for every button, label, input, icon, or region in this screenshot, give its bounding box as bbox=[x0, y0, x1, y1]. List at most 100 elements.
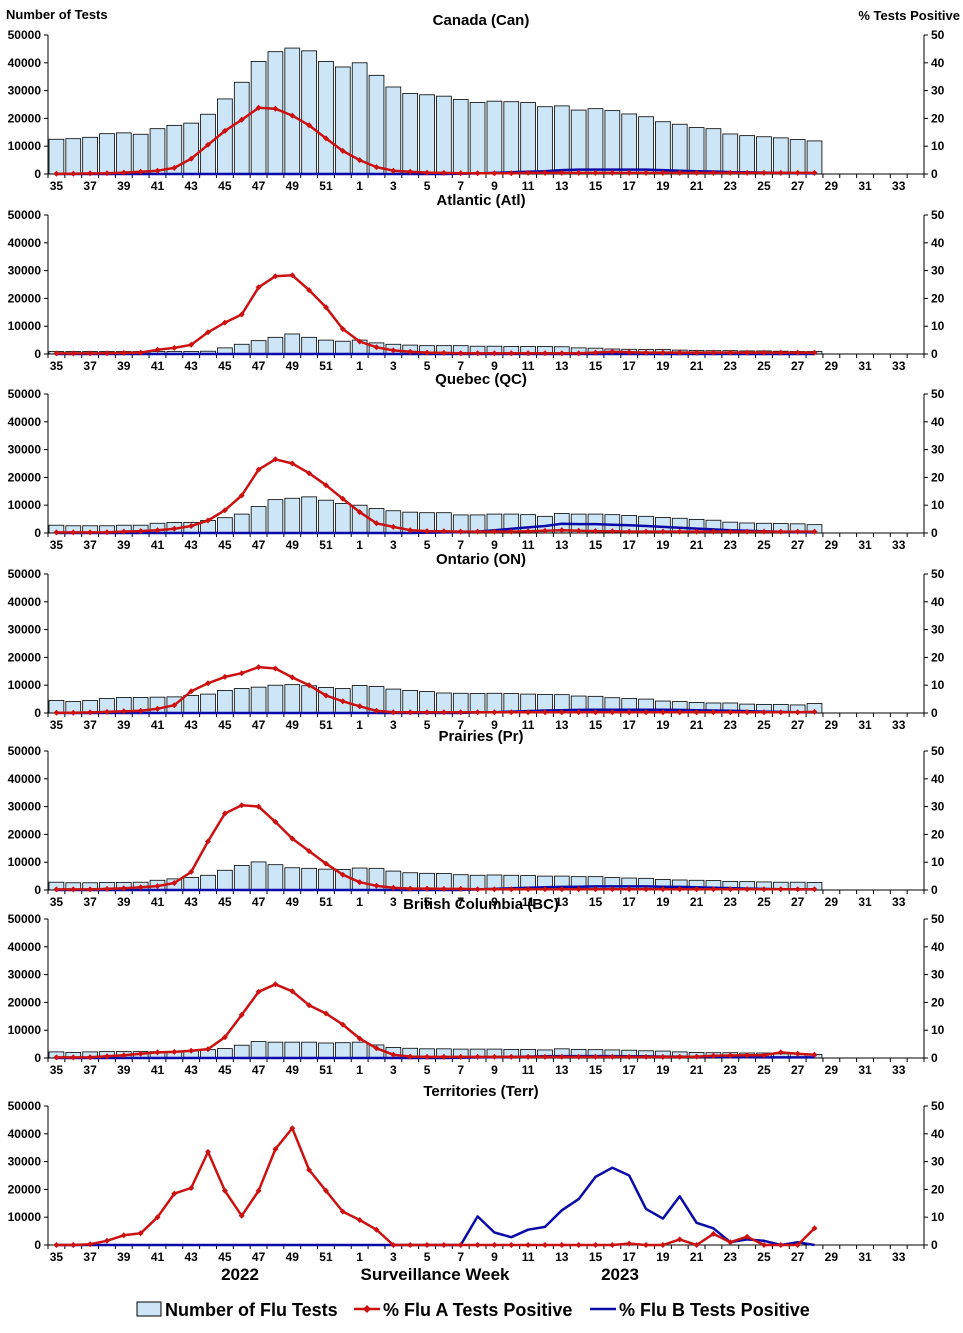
flu-a-percent-point bbox=[508, 1053, 515, 1060]
panels-group: Canada (Can)0100002000030000400005000001… bbox=[8, 12, 945, 1264]
flu-a-percent-point bbox=[154, 883, 161, 890]
flu-a-percent-point bbox=[744, 886, 751, 893]
x-tick-label: 7 bbox=[457, 718, 464, 732]
test-count-bar bbox=[65, 138, 82, 175]
flu-a-percent-point bbox=[676, 886, 683, 893]
x-tick-label: 29 bbox=[825, 718, 839, 732]
flu-a-percent-point bbox=[626, 709, 633, 716]
flu-a-percent-point bbox=[794, 528, 801, 535]
test-count-bar bbox=[284, 333, 301, 355]
flu-a-percent-point bbox=[373, 882, 380, 889]
flu-a-percent-point bbox=[794, 1242, 801, 1248]
panel-title: Territories (Terr) bbox=[423, 1083, 538, 1100]
test-count-bar bbox=[334, 1042, 351, 1059]
left-tick-label: 30000 bbox=[8, 264, 42, 278]
flu-a-percent-point bbox=[575, 527, 582, 534]
right-tick-label: 20 bbox=[931, 1182, 945, 1196]
test-count-bar bbox=[250, 340, 267, 355]
x-tick-label: 39 bbox=[117, 179, 131, 193]
x-tick-label: 35 bbox=[50, 1250, 64, 1264]
left-tick-label: 10000 bbox=[8, 319, 42, 333]
test-count-bar bbox=[250, 686, 267, 714]
flu-a-percent-point bbox=[676, 1236, 683, 1243]
flu-a-percent-point bbox=[373, 1045, 380, 1052]
flu-a-percent-point bbox=[592, 886, 599, 893]
left-tick-label: 40000 bbox=[8, 595, 42, 609]
x-tick-label: 45 bbox=[218, 718, 232, 732]
flu-a-percent-point bbox=[356, 703, 363, 710]
flu-a-percent-point bbox=[289, 835, 296, 842]
x-axis-title: Surveillance Week bbox=[361, 1265, 511, 1284]
x-tick-label: 5 bbox=[424, 718, 431, 732]
right-tick-label: 20 bbox=[931, 650, 945, 664]
x-tick-label: 11 bbox=[522, 359, 535, 373]
x-tick-label: 9 bbox=[491, 1250, 498, 1264]
flu-a-percent-point bbox=[491, 528, 498, 535]
x-tick-label: 43 bbox=[185, 538, 199, 552]
test-count-bar bbox=[284, 1041, 301, 1059]
right-tick-label: 40 bbox=[931, 940, 945, 954]
flu-a-percent-point bbox=[373, 520, 380, 527]
flu-a-percent-point bbox=[137, 1230, 144, 1237]
x-tick-label: 49 bbox=[286, 359, 300, 373]
flu-a-percent-point bbox=[727, 886, 734, 893]
x-tick-label: 45 bbox=[218, 359, 232, 373]
flu-a-percent-point bbox=[542, 1242, 548, 1248]
test-count-bar bbox=[267, 1041, 284, 1059]
flu-a-percent-point bbox=[272, 981, 279, 988]
flu-a-percent-point bbox=[407, 527, 414, 534]
flu-a-percent-point bbox=[424, 528, 430, 535]
x-tick-label: 9 bbox=[491, 1063, 498, 1077]
left-tick-label: 20000 bbox=[8, 650, 42, 664]
flu-a-percent-point bbox=[306, 682, 313, 689]
flu-a-percent-point bbox=[676, 349, 683, 356]
test-count-bar bbox=[250, 61, 267, 175]
test-count-bar bbox=[267, 336, 284, 355]
x-tick-label: 19 bbox=[656, 1063, 670, 1077]
flu-a-percent-point bbox=[205, 517, 211, 524]
flu-a-percent-point bbox=[289, 988, 296, 995]
flu-a-percent-point bbox=[710, 1052, 717, 1059]
flu-a-percent-point bbox=[306, 122, 313, 129]
flu-a-percent-point bbox=[777, 886, 784, 893]
right-tick-label: 10 bbox=[931, 1023, 945, 1037]
x-tick-label: 47 bbox=[252, 718, 266, 732]
flu-a-percent-point bbox=[289, 272, 296, 279]
test-count-bar bbox=[115, 132, 132, 175]
flu-a-percent-point bbox=[558, 350, 565, 357]
left-tick-label: 10000 bbox=[8, 498, 42, 512]
flu-a-percent-point bbox=[693, 1242, 700, 1248]
x-tick-label: 27 bbox=[791, 895, 805, 909]
x-tick-label: 43 bbox=[185, 179, 199, 193]
flu-a-percent-point bbox=[390, 709, 397, 716]
test-count-bar bbox=[351, 1041, 368, 1059]
x-tick-label: 41 bbox=[151, 1250, 165, 1264]
x-tick-label: 33 bbox=[892, 1063, 906, 1077]
x-tick-label: 47 bbox=[252, 895, 266, 909]
x-tick-label: 47 bbox=[252, 1063, 266, 1077]
x-tick-label: 7 bbox=[457, 538, 464, 552]
flu-a-percent-point bbox=[525, 1242, 532, 1248]
flu-a-percent-point bbox=[120, 708, 127, 715]
x-tick-label: 27 bbox=[791, 1250, 805, 1264]
x-tick-label: 21 bbox=[690, 538, 704, 552]
right-tick-label: 10 bbox=[931, 678, 945, 692]
x-tick-label: 29 bbox=[825, 895, 839, 909]
flu-a-percent-point bbox=[339, 495, 346, 502]
flu-a-percent-point bbox=[171, 344, 178, 351]
test-count-bar bbox=[217, 517, 233, 534]
flu-a-percent-point bbox=[104, 708, 110, 715]
flu-a-percent-point bbox=[457, 528, 464, 535]
flu-a-percent-point bbox=[171, 164, 178, 171]
flu-a-percent-point bbox=[575, 350, 582, 357]
test-count-bar bbox=[99, 133, 115, 175]
flu-a-percent-point bbox=[171, 1048, 178, 1055]
flu-a-percent-point bbox=[626, 528, 633, 535]
flu-a-percent-point bbox=[710, 349, 717, 356]
flu-a-percent-point bbox=[120, 169, 127, 176]
x-tick-label: 13 bbox=[555, 1250, 569, 1264]
flu-a-percent-point bbox=[457, 709, 464, 716]
flu-a-percent-point bbox=[575, 1242, 582, 1248]
x-tick-label: 45 bbox=[218, 1063, 232, 1077]
right-tick-label: 30 bbox=[931, 968, 945, 982]
